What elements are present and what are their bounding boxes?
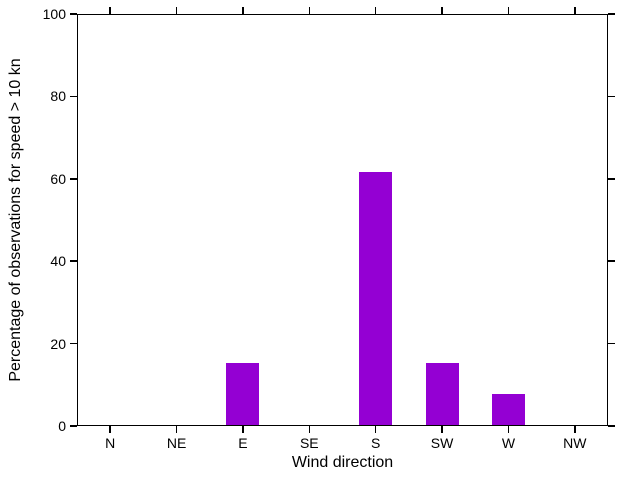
x-tick-top — [242, 7, 244, 14]
x-tick-bottom — [374, 426, 377, 433]
x-tick-top — [574, 7, 576, 14]
y-tick-left — [70, 342, 77, 345]
x-tick-bottom — [175, 426, 178, 433]
y-tick-label: 40 — [50, 253, 66, 270]
y-tick-label: 100 — [42, 6, 66, 22]
x-tick-label-SE: SE — [299, 435, 319, 451]
x-tick-bottom — [441, 426, 443, 433]
x-tick-top — [507, 7, 510, 14]
x-tick-bottom — [507, 426, 510, 433]
y-tick-label: 0 — [58, 418, 66, 434]
y-tick-left — [70, 260, 77, 262]
y-tick-label: 80 — [50, 88, 66, 105]
x-tick-top — [308, 7, 311, 14]
x-tick-label-E: E — [238, 435, 248, 451]
x-tick-label-N: N — [105, 435, 116, 451]
y-tick-left — [70, 178, 77, 180]
x-axis-label: Wind direction — [291, 454, 394, 471]
x-tick-top — [441, 7, 443, 14]
x-tick-label-NE: NE — [166, 435, 187, 451]
y-tick-label: 60 — [50, 170, 66, 187]
x-tick-bottom — [308, 426, 311, 433]
bar-E — [226, 362, 260, 426]
x-tick-top — [109, 7, 111, 14]
bar-SW — [425, 362, 459, 426]
x-tick-top — [175, 7, 178, 14]
y-tick-left — [70, 13, 77, 15]
y-tick-label: 20 — [50, 335, 66, 352]
x-tick-label-S: S — [371, 435, 381, 451]
bar-S — [359, 172, 393, 426]
y-tick-left — [70, 95, 77, 98]
x-tick-bottom — [242, 426, 244, 433]
y-tick-right — [608, 178, 615, 180]
x-tick-label-W: W — [501, 435, 516, 451]
x-tick-label-SW: SW — [430, 435, 454, 451]
y-tick-left — [70, 425, 77, 427]
x-tick-label-NW: NW — [563, 435, 587, 451]
x-tick-bottom — [109, 426, 111, 433]
y-tick-right — [608, 260, 615, 262]
bar-W — [491, 394, 525, 426]
plot-area — [77, 14, 608, 426]
y-tick-right — [608, 342, 615, 345]
y-tick-right — [608, 425, 615, 427]
x-tick-top — [374, 7, 377, 14]
y-tick-right — [608, 13, 615, 15]
y-tick-right — [608, 95, 615, 98]
x-tick-bottom — [574, 426, 576, 433]
